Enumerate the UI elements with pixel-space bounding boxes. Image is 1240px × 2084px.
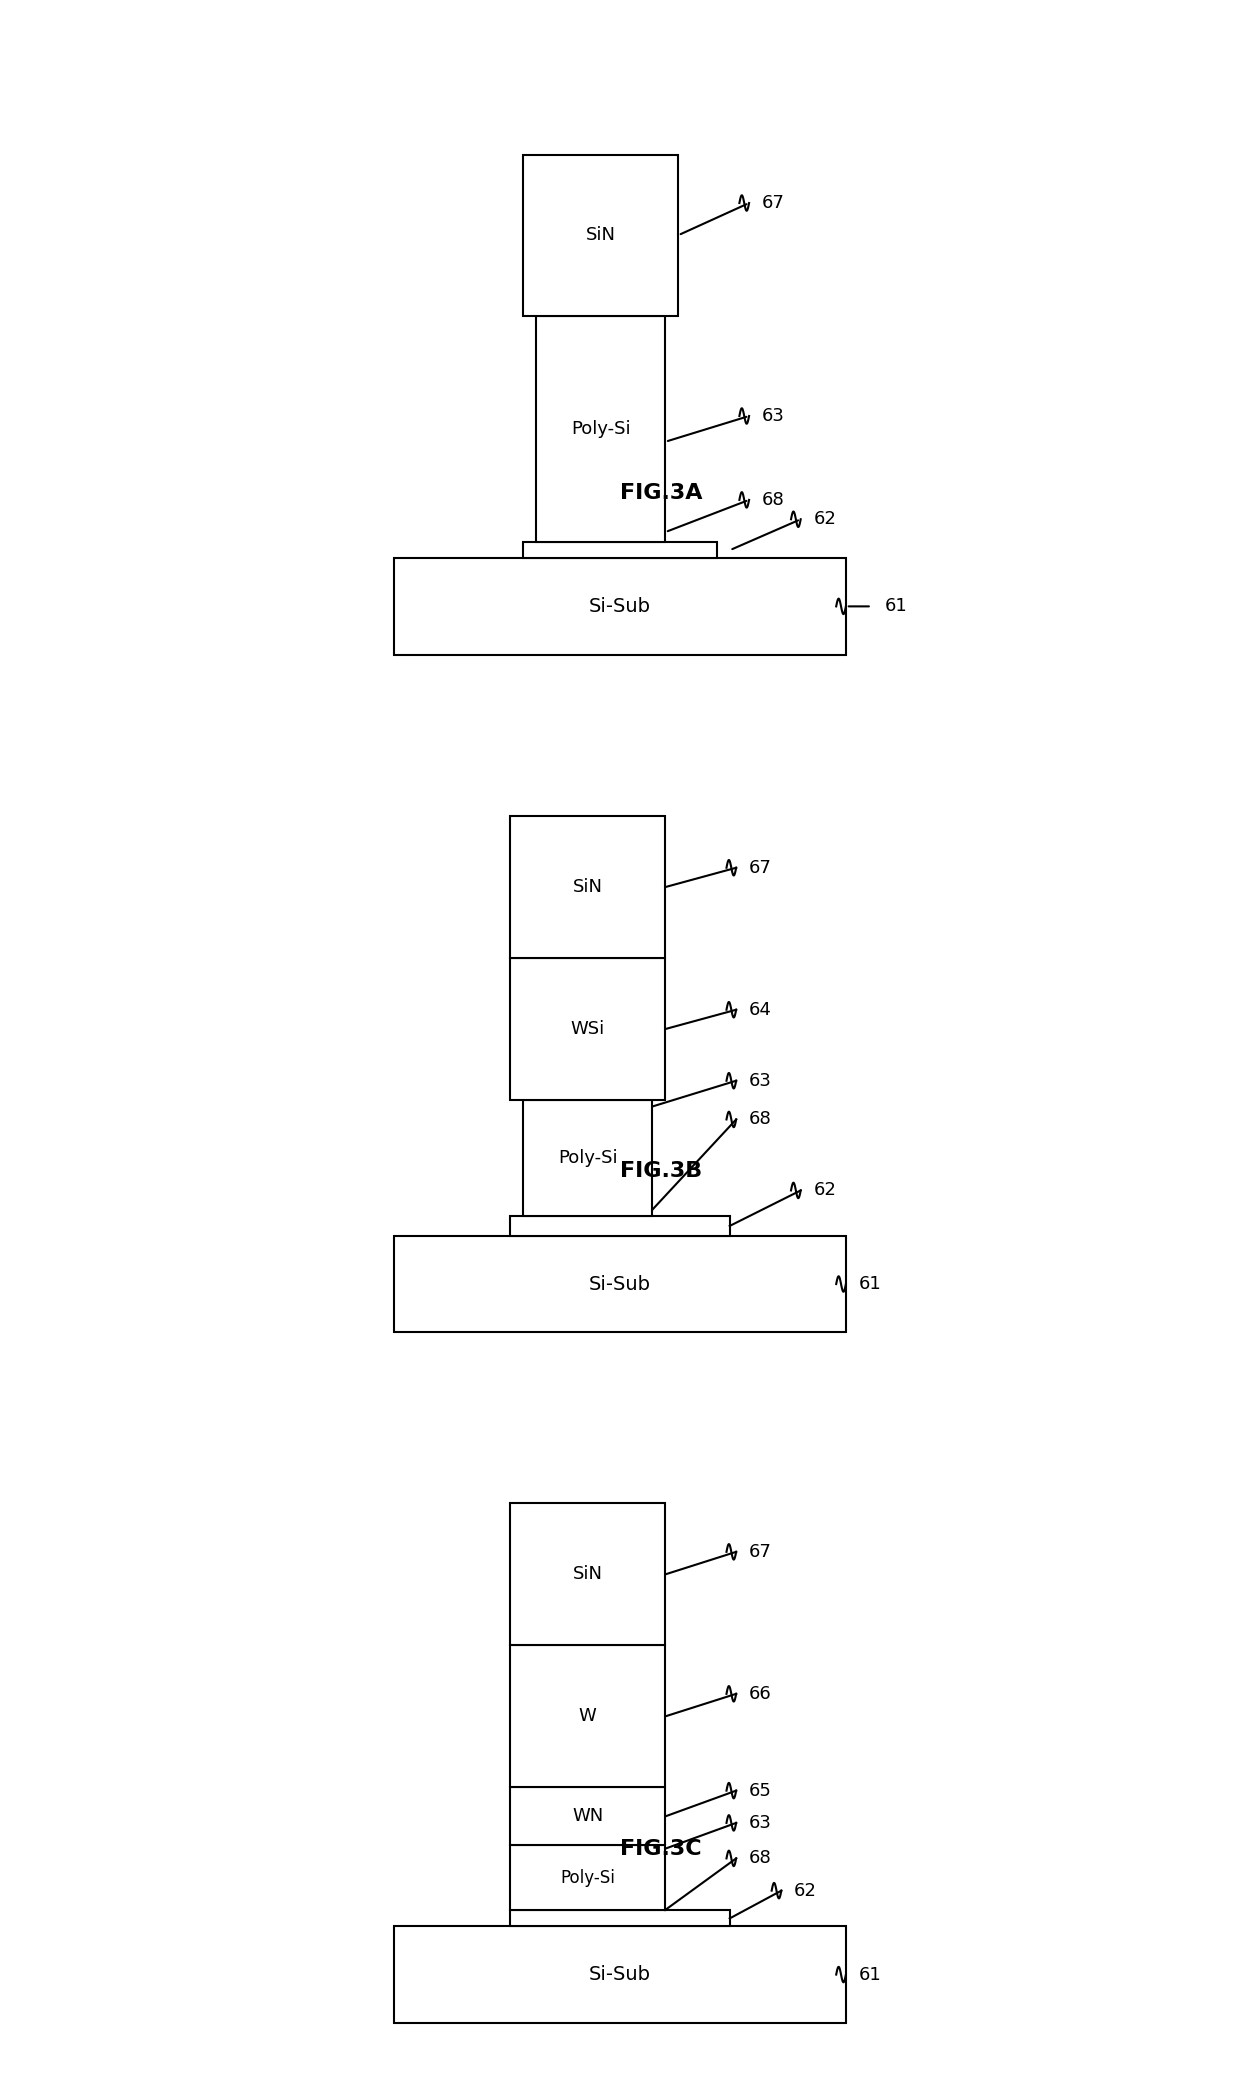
Bar xyxy=(511,1788,665,1846)
Text: WN: WN xyxy=(572,1807,604,1826)
Text: Si-Sub: Si-Sub xyxy=(589,1275,651,1294)
Text: 67: 67 xyxy=(749,859,773,877)
Text: Si-Sub: Si-Sub xyxy=(589,596,651,617)
Bar xyxy=(536,317,665,542)
Text: Poly-Si: Poly-Si xyxy=(558,1148,618,1167)
Bar xyxy=(394,1236,846,1332)
Text: 63: 63 xyxy=(749,1813,773,1832)
Text: 61: 61 xyxy=(884,598,908,615)
Text: 63: 63 xyxy=(763,406,785,425)
Text: 62: 62 xyxy=(795,1882,817,1901)
Text: WSi: WSi xyxy=(570,1019,605,1038)
Text: 68: 68 xyxy=(749,1111,771,1127)
Text: FIG.3C: FIG.3C xyxy=(620,1838,702,1859)
Text: SiN: SiN xyxy=(573,877,603,896)
Text: 61: 61 xyxy=(859,1965,882,1984)
Text: 62: 62 xyxy=(813,511,837,527)
Text: 63: 63 xyxy=(749,1071,773,1090)
Text: 66: 66 xyxy=(749,1684,771,1703)
Bar xyxy=(511,817,665,959)
Text: FIG.3B: FIG.3B xyxy=(620,1161,702,1182)
Text: Poly-Si: Poly-Si xyxy=(570,419,630,438)
Text: 67: 67 xyxy=(763,194,785,213)
Text: FIG.3A: FIG.3A xyxy=(620,483,703,504)
Bar xyxy=(511,1911,729,1926)
Bar xyxy=(511,1846,665,1911)
Text: 62: 62 xyxy=(813,1182,837,1200)
Text: 67: 67 xyxy=(749,1542,773,1561)
Text: 61: 61 xyxy=(859,1275,882,1292)
Bar xyxy=(394,1926,846,2024)
Bar xyxy=(511,1217,729,1236)
Text: W: W xyxy=(579,1707,596,1726)
Bar xyxy=(523,154,678,317)
Bar xyxy=(523,1100,652,1217)
Bar xyxy=(511,1646,665,1788)
Bar xyxy=(511,1503,665,1646)
Bar xyxy=(511,959,665,1100)
Text: SiN: SiN xyxy=(585,227,615,244)
Text: SiN: SiN xyxy=(573,1565,603,1584)
Text: 68: 68 xyxy=(749,1849,771,1867)
Bar xyxy=(394,559,846,654)
Text: 68: 68 xyxy=(763,492,785,508)
Text: Poly-Si: Poly-Si xyxy=(560,1869,615,1886)
Bar xyxy=(523,542,717,559)
Text: 64: 64 xyxy=(749,1000,773,1019)
Text: Si-Sub: Si-Sub xyxy=(589,1965,651,1984)
Text: 65: 65 xyxy=(749,1782,773,1801)
